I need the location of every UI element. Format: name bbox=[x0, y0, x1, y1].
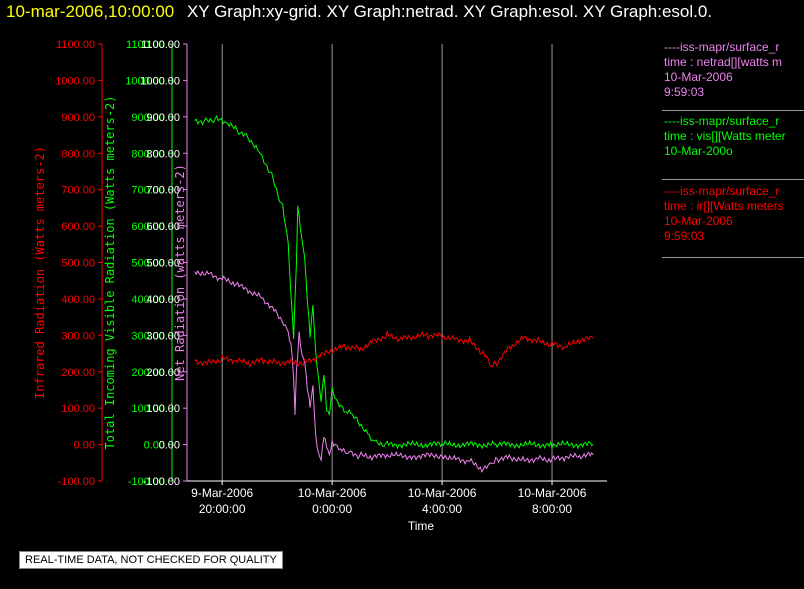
legend-line: time : ir[][Watts meters bbox=[664, 199, 784, 213]
series-vis-line bbox=[194, 114, 594, 450]
y-tick-label-2-1: 0.00 bbox=[159, 440, 180, 452]
x-tick-date-1: 10-Mar-2006 bbox=[298, 486, 367, 500]
y-tick-label-2-12: 1100.00 bbox=[141, 39, 180, 51]
legend-line: ----iss-mapr/surface_r bbox=[664, 114, 780, 128]
legend-entry-2: ----iss-mapr/surface_r time : ir[][Watts … bbox=[664, 184, 784, 244]
y-tick-label-0-0: -100.00 bbox=[58, 476, 95, 488]
y-axis-label-1: Total Incoming Visible Radiation (Watts … bbox=[103, 95, 117, 449]
y-tick-label-2-6: 500.00 bbox=[146, 258, 180, 270]
y-tick-label-2-2: 100.00 bbox=[146, 403, 180, 415]
y-tick-label-0-6: 500.00 bbox=[61, 258, 95, 270]
y-tick-label-0-11: 1000.00 bbox=[55, 75, 95, 87]
y-tick-label-0-8: 700.00 bbox=[61, 185, 95, 197]
y-tick-label-2-5: 400.00 bbox=[146, 294, 180, 306]
series-netrad-line bbox=[194, 269, 594, 473]
y-tick-label-1-9: 800.00 bbox=[131, 148, 165, 160]
x-axis: 9-Mar-2006 20:00:00 10-Mar-2006 0:00:00 10-M… bbox=[187, 480, 607, 533]
x-tick-date-2: 10-Mar-2006 bbox=[408, 486, 477, 500]
x-tick-time-3: 8:00:00 bbox=[532, 502, 572, 516]
legend-line: 9:59:03 bbox=[664, 229, 705, 243]
x-tick-time-0: 20:00:00 bbox=[199, 502, 246, 516]
quality-disclaimer: REAL-TIME DATA, NOT CHECKED FOR QUALITY bbox=[19, 551, 283, 569]
y-tick-label-1-11: 1000.00 bbox=[125, 75, 165, 87]
y-tick-label-2-10: 900.00 bbox=[146, 112, 180, 124]
series-ir-line bbox=[194, 329, 594, 368]
vertical-grid-lines bbox=[221, 44, 553, 481]
y-tick-label-0-12: 1100.00 bbox=[56, 39, 95, 51]
y-tick-label-2-9: 800.00 bbox=[146, 148, 180, 160]
y-tick-label-0-10: 900.00 bbox=[61, 112, 95, 124]
legend-line: 9:59:03 bbox=[664, 85, 705, 99]
y-tick-label-0-9: 800.00 bbox=[61, 148, 95, 160]
legend-line: time : vis[][Watts meter bbox=[664, 129, 786, 143]
y-tick-label-2-3: 200.00 bbox=[146, 367, 180, 379]
y-tick-label-1-7: 600.00 bbox=[131, 221, 165, 233]
legend-line: time : netrad[][watts m bbox=[664, 55, 783, 69]
y-tick-label-2-0: -100.00 bbox=[143, 476, 180, 488]
y-tick-label-0-2: 100.00 bbox=[61, 403, 95, 415]
y-tick-label-0-4: 300.00 bbox=[61, 330, 95, 342]
legend-separator bbox=[662, 179, 804, 180]
legend-entry-1: ----iss-mapr/surface_r time : vis[][Watts… bbox=[664, 114, 786, 159]
x-axis-label: Time bbox=[408, 519, 435, 533]
y-tick-label-2-8: 700.00 bbox=[146, 185, 180, 197]
y-tick-label-1-8: 700.00 bbox=[131, 185, 165, 197]
y-tick-label-1-4: 300.00 bbox=[131, 330, 165, 342]
y-tick-label-2-4: 300.00 bbox=[146, 330, 180, 342]
y-axes: -100.00 0.00 100.00 200.00 300.00 400.00 500.0… bbox=[33, 39, 188, 488]
x-tick-date-0: 9-Mar-2006 bbox=[191, 486, 253, 500]
y-tick-label-1-5: 400.00 bbox=[131, 294, 165, 306]
y-tick-label-2-7: 600.00 bbox=[146, 221, 180, 233]
x-tick-date-3: 10-Mar-2006 bbox=[518, 486, 587, 500]
data-series bbox=[194, 114, 594, 473]
y-tick-label-0-1: 0.00 bbox=[74, 440, 95, 452]
y-tick-label-1-10: 900.00 bbox=[131, 112, 165, 124]
legend-line: 10-Mar-2006 bbox=[664, 70, 733, 84]
y-tick-label-0-5: 400.00 bbox=[61, 294, 95, 306]
y-tick-label-1-0: -100.00 bbox=[128, 476, 165, 488]
x-tick-time-2: 4:00:00 bbox=[422, 502, 462, 516]
legend-separator bbox=[662, 110, 804, 111]
title-timestamp: 10-mar-2006,10:00:00 bbox=[6, 2, 175, 21]
legend-line: ----iss-mapr/surface_r bbox=[664, 40, 780, 54]
graph-title-bar: 10-mar-2006,10:00:00 XY Graph:xy-grid. X… bbox=[6, 2, 712, 22]
y-tick-label-1-6: 500.00 bbox=[131, 258, 165, 270]
legend-line: 10-Mar-2006 bbox=[664, 214, 733, 228]
y-tick-label-0-7: 600.00 bbox=[61, 221, 95, 233]
y-axis-label-0: Infrared Radiation (Watts meters-2) bbox=[33, 146, 47, 399]
y-tick-label-1-1: 0.00 bbox=[144, 440, 165, 452]
y-tick-label-1-12: 1100.00 bbox=[126, 39, 165, 51]
y-tick-label-2-11: 1000.00 bbox=[140, 75, 180, 87]
title-graph-list: XY Graph:xy-grid. XY Graph:netrad. XY Gr… bbox=[186, 2, 713, 21]
x-tick-time-1: 0:00:00 bbox=[312, 502, 352, 516]
y-tick-label-1-3: 200.00 bbox=[131, 367, 165, 379]
legend-line: ----iss-mapr/surface_r bbox=[664, 184, 780, 198]
y-axis-label-2: Net Radiation (watts meters-2) bbox=[173, 164, 187, 381]
legend-separator bbox=[662, 257, 804, 258]
legend-line: 10-Mar-200o bbox=[664, 144, 733, 158]
legend-entry-0: ----iss-mapr/surface_r time : netrad[][wa… bbox=[664, 40, 782, 100]
y-tick-label-0-3: 200.00 bbox=[61, 367, 95, 379]
y-tick-label-1-2: 100.00 bbox=[131, 403, 165, 415]
